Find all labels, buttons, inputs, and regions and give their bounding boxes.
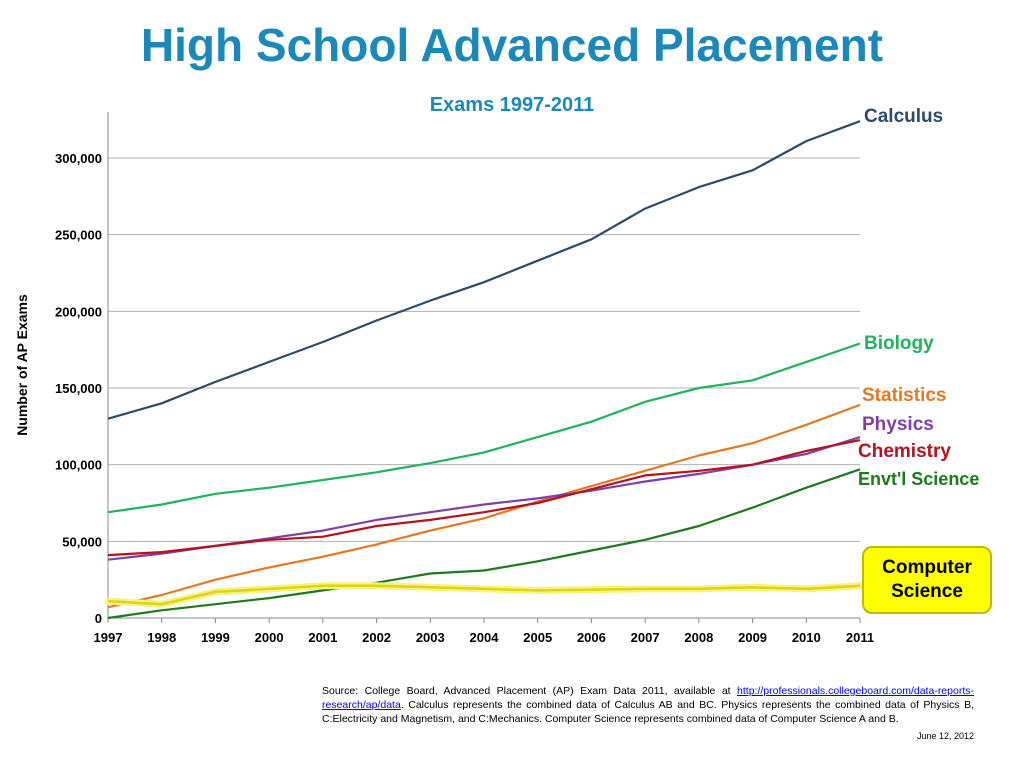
x-tick-label: 1998	[147, 630, 176, 645]
x-tick-label: 2002	[362, 630, 391, 645]
source-prefix: Source: College Board, Advanced Placemen…	[322, 685, 738, 697]
series-label-biology: Biology	[864, 333, 934, 354]
x-tick-label: 2005	[523, 630, 552, 645]
x-tick-label: 2001	[308, 630, 337, 645]
x-tick-label: 2007	[631, 630, 660, 645]
series-line-envt-l-science	[107, 468, 861, 620]
y-tick-label: 50,000	[62, 534, 102, 549]
y-tick-label: 250,000	[55, 228, 102, 243]
series-label-physics: Physics	[862, 414, 934, 435]
page-subtitle: Exams 1997-2011	[429, 94, 595, 116]
x-tick-label: 2006	[577, 630, 606, 645]
y-axis-label: Number of AP Exams	[14, 294, 30, 436]
x-tick-label: 1997	[94, 630, 123, 645]
y-tick-label: 100,000	[55, 458, 102, 473]
series-label-statistics: Statistics	[862, 385, 947, 406]
y-tick-label: 0	[95, 611, 102, 626]
series-line-chemistry	[107, 439, 861, 557]
y-tick-label: 200,000	[55, 304, 102, 319]
source-suffix: . Calculus represents the combined data …	[322, 699, 974, 725]
x-tick-label: 2004	[470, 630, 500, 645]
date-stamp: June 12, 2012	[916, 731, 974, 741]
page-title: High School Advanced Placement	[140, 19, 884, 71]
x-tick-label: 2008	[684, 630, 713, 645]
source-note: Source: College Board, Advanced Placemen…	[322, 684, 974, 726]
computer-science-callout: Computer Science	[862, 546, 992, 614]
y-tick-label: 300,000	[55, 151, 102, 166]
y-tick-label: 150,000	[55, 381, 102, 396]
x-tick-label: 2011	[846, 630, 874, 645]
source-link[interactable]: http://professionals.collegeboard.com/da…	[322, 685, 974, 711]
x-tick-label: 2000	[255, 630, 284, 645]
ap-exams-line-chart: 0 50,000 100,000 150,000 200,000 250,000 300,0…	[55, 112, 874, 645]
series-line-calculus	[107, 120, 861, 420]
x-tick-label: 2003	[416, 630, 445, 645]
series-line-computer-science	[107, 584, 861, 606]
x-tick-label: 2010	[792, 630, 821, 645]
series-label-calculus: Calculus	[864, 106, 944, 127]
series-line-statistics	[107, 403, 861, 609]
series-label-chemistry: Chemistry	[858, 441, 951, 462]
x-tick-label: 2009	[738, 630, 767, 645]
series-label-envtl-science: Envt'l Science	[858, 469, 980, 489]
series-line-biology	[107, 342, 861, 514]
x-tick-label: 1999	[201, 630, 230, 645]
